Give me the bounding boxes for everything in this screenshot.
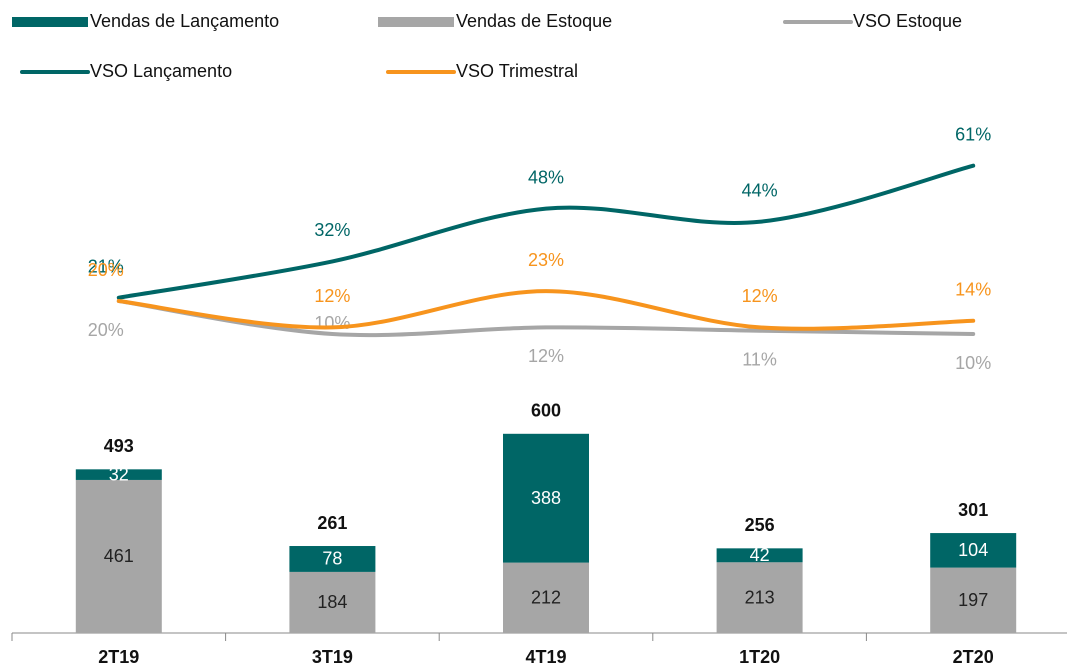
bar	[75, 469, 162, 480]
legend-label: Vendas de Lançamento	[90, 11, 279, 31]
total-label: 301	[958, 500, 988, 520]
bar-label: 197	[958, 590, 988, 610]
bar	[930, 567, 1017, 633]
line	[116, 163, 976, 300]
total-label: 493	[104, 436, 134, 456]
line-label: 12%	[314, 286, 350, 306]
bar	[503, 433, 589, 563]
bar-label: 32	[109, 464, 129, 484]
x-tick-label: 2T20	[953, 647, 994, 666]
line-label: 12%	[742, 286, 778, 306]
legend-label: VSO Lançamento	[90, 61, 232, 81]
bar	[716, 548, 803, 563]
legend-label: VSO Estoque	[853, 11, 962, 31]
line-label: 10%	[314, 313, 350, 333]
bar	[289, 571, 376, 633]
total-label: 261	[317, 513, 347, 533]
bar-label: 461	[104, 546, 134, 566]
bar-label: 212	[531, 588, 561, 608]
bar	[930, 533, 1017, 568]
bar-label: 42	[750, 545, 770, 565]
legend-label: Vendas de Estoque	[456, 11, 612, 31]
total-label: 600	[531, 401, 561, 421]
bar	[503, 562, 589, 633]
legend-label: VSO Trimestral	[456, 61, 578, 81]
line-label: 20%	[88, 260, 124, 280]
bar	[716, 562, 803, 633]
line-label: 14%	[955, 280, 991, 300]
line-label: 48%	[528, 167, 564, 187]
total-label: 256	[745, 515, 775, 535]
bar	[75, 479, 162, 633]
x-tick-label: 4T19	[525, 647, 566, 666]
line-label: 32%	[314, 220, 350, 240]
bar-label: 213	[745, 587, 775, 607]
x-tick-label: 2T19	[98, 647, 139, 666]
line-label: 10%	[955, 353, 991, 373]
line-label: 21%	[88, 256, 124, 276]
bar-label: 184	[317, 592, 347, 612]
bar-label: 388	[531, 488, 561, 508]
x-tick-label: 3T19	[312, 647, 353, 666]
legend-swatch	[12, 17, 88, 27]
bar-label: 78	[322, 549, 342, 569]
line-label: 44%	[742, 181, 778, 201]
bar-label: 104	[958, 540, 988, 560]
line-label: 61%	[955, 124, 991, 144]
legend-swatch	[378, 17, 454, 27]
x-tick-label: 1T20	[739, 647, 780, 666]
bar	[289, 546, 376, 572]
line-label: 11%	[742, 349, 777, 369]
line-label: 20%	[88, 320, 124, 340]
line-label: 12%	[528, 346, 564, 366]
line	[116, 299, 976, 338]
line	[116, 289, 976, 331]
line-label: 23%	[528, 250, 564, 270]
